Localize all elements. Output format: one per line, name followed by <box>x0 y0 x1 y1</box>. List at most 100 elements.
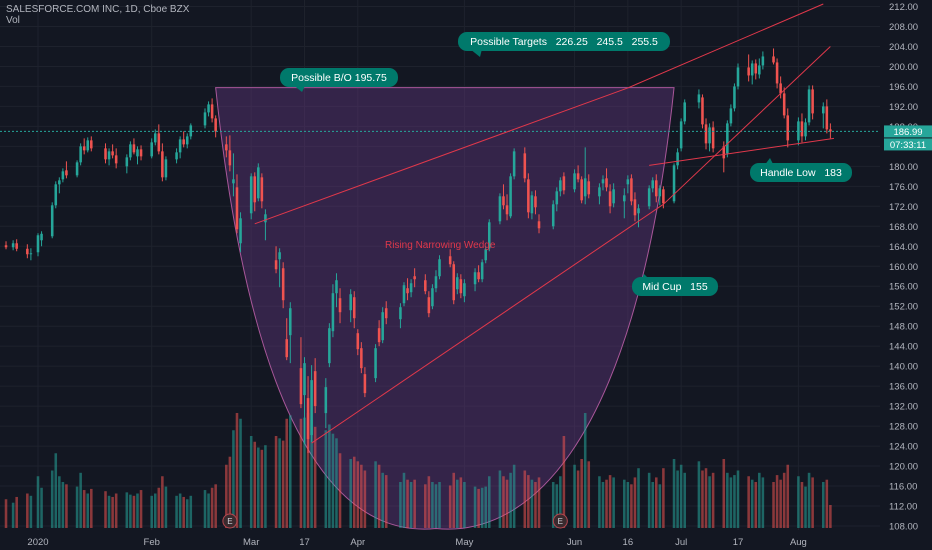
wedge-lower-line[interactable] <box>311 203 664 444</box>
candle[interactable] <box>509 173 512 219</box>
candle[interactable] <box>335 273 338 308</box>
candle[interactable] <box>406 278 409 301</box>
candle[interactable] <box>75 160 79 178</box>
candle[interactable] <box>26 244 29 259</box>
candle[interactable] <box>285 318 289 361</box>
candle[interactable] <box>729 104 733 127</box>
candle[interactable] <box>750 60 754 85</box>
candle[interactable] <box>413 268 416 288</box>
candle[interactable] <box>11 240 15 251</box>
candle[interactable] <box>505 194 509 221</box>
candle[interactable] <box>29 248 33 261</box>
candle[interactable] <box>580 176 583 204</box>
candle[interactable] <box>754 59 758 80</box>
candle[interactable] <box>612 183 615 208</box>
candle[interactable] <box>804 118 807 141</box>
candle[interactable] <box>399 303 402 329</box>
candle[interactable] <box>360 342 363 374</box>
candle[interactable] <box>452 261 456 305</box>
candle[interactable] <box>424 274 427 295</box>
candle[interactable] <box>214 115 217 138</box>
candle[interactable] <box>61 168 65 183</box>
price-axis[interactable]: 108.00 112.00 116.00 120.00 124.00 128.00 132.… <box>880 0 932 550</box>
candle[interactable] <box>811 85 814 120</box>
candle[interactable] <box>384 301 388 325</box>
candle[interactable] <box>114 148 118 169</box>
callout-targets[interactable]: Possible Targets 226.25 245.5 255.5 <box>458 32 670 57</box>
candle[interactable] <box>701 94 704 129</box>
candle[interactable] <box>289 302 292 364</box>
candle[interactable] <box>281 262 285 309</box>
candle[interactable] <box>459 274 463 299</box>
candle[interactable] <box>125 154 129 174</box>
candle[interactable] <box>822 102 825 129</box>
candle[interactable] <box>630 174 633 206</box>
candle[interactable] <box>65 161 68 179</box>
candle[interactable] <box>807 85 811 126</box>
candle[interactable] <box>747 54 750 82</box>
callout-handle-low[interactable]: Handle Low 183 <box>750 158 852 182</box>
candle[interactable] <box>36 233 40 257</box>
candle[interactable] <box>178 136 182 159</box>
candle[interactable] <box>139 145 143 161</box>
candle[interactable] <box>711 121 715 153</box>
trendlines[interactable] <box>0 3 880 444</box>
candle[interactable] <box>164 156 168 181</box>
candle[interactable] <box>825 99 829 134</box>
candle[interactable] <box>4 241 8 250</box>
candle[interactable] <box>253 172 257 212</box>
candle[interactable] <box>761 51 765 70</box>
upper-channel-ray[interactable] <box>627 3 824 89</box>
candle[interactable] <box>633 192 637 222</box>
candle[interactable] <box>775 58 779 89</box>
candle[interactable] <box>608 184 612 214</box>
candle[interactable] <box>58 177 61 194</box>
candle[interactable] <box>829 123 832 139</box>
candle[interactable] <box>587 174 591 199</box>
candle[interactable] <box>303 357 306 445</box>
candle[interactable] <box>189 123 193 140</box>
candle[interactable] <box>512 148 516 180</box>
candle[interactable] <box>647 185 651 210</box>
candle[interactable] <box>480 259 484 283</box>
candle[interactable] <box>409 279 413 298</box>
candle[interactable] <box>573 169 576 193</box>
candle[interactable] <box>551 200 555 230</box>
candle[interactable] <box>210 98 214 123</box>
candle[interactable] <box>559 177 562 197</box>
candle[interactable] <box>598 183 601 205</box>
candle[interactable] <box>328 323 331 368</box>
callout-mid-cup[interactable]: Mid Cup 155 <box>632 274 718 296</box>
candle[interactable] <box>463 279 466 303</box>
candle[interactable] <box>402 282 406 307</box>
candle[interactable] <box>239 212 242 253</box>
candle[interactable] <box>136 146 139 165</box>
candle[interactable] <box>313 358 317 414</box>
candle[interactable] <box>736 63 740 90</box>
candle[interactable] <box>235 174 239 234</box>
candle[interactable] <box>473 268 477 292</box>
candle[interactable] <box>530 191 534 220</box>
candle[interactable] <box>448 249 452 268</box>
candle[interactable] <box>786 108 790 148</box>
candle[interactable] <box>363 367 367 398</box>
candle[interactable] <box>228 135 232 172</box>
candle[interactable] <box>534 190 537 215</box>
candle[interactable] <box>502 184 505 210</box>
candle[interactable] <box>377 320 381 347</box>
candle[interactable] <box>349 289 352 323</box>
candle[interactable] <box>583 147 587 205</box>
candle[interactable] <box>107 148 111 166</box>
wedge-upper-line[interactable] <box>254 87 629 225</box>
candle[interactable] <box>651 177 654 193</box>
candle[interactable] <box>225 136 228 158</box>
candle[interactable] <box>537 214 541 234</box>
candle[interactable] <box>605 168 608 192</box>
candle[interactable] <box>555 187 559 212</box>
candle[interactable] <box>274 246 278 274</box>
candle[interactable] <box>157 124 161 155</box>
candle[interactable] <box>487 219 491 252</box>
candle[interactable] <box>683 99 686 125</box>
